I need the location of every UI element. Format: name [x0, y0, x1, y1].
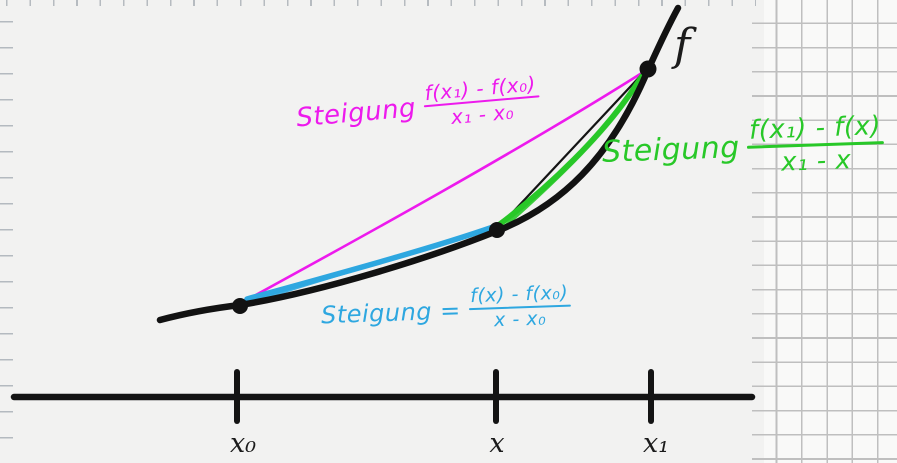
- curve-point-x1: [639, 60, 657, 78]
- numerator-cyan: f(x) - f(x₀): [469, 281, 569, 308]
- fraction-green: f(x₁) - f(x) x₁ - x: [747, 111, 885, 178]
- highlight-secant-x0-x-stroke2: [250, 227, 492, 304]
- slope-formula-x-x1: Steigung f(x₁) - f(x) x₁ - x: [601, 111, 885, 183]
- fraction-cyan: f(x) - f(x₀) x - x₀: [468, 281, 571, 333]
- denominator-green: x₁ - x: [780, 144, 852, 178]
- curve-point-x0: [232, 298, 248, 314]
- function-label: f: [674, 20, 691, 71]
- slope-formula-x0-x: Steigung = f(x) - f(x₀) x - x₀: [320, 281, 571, 338]
- slope-word-cyan: Steigung =: [320, 296, 462, 329]
- left-ruler-ticks: [0, 21, 13, 463]
- curve-point-x: [489, 222, 505, 238]
- secant-line-x0-x1: [241, 69, 647, 304]
- chord-x-x1: [497, 69, 647, 229]
- function-curve: [156, 4, 682, 324]
- axis-label-x1: x₁: [642, 428, 670, 459]
- slope-word-magenta: Steigung: [295, 92, 418, 134]
- highlight-secant-x-x1-stroke2: [501, 78, 642, 230]
- axis-label-x: x: [489, 428, 505, 459]
- graph-grid-vertical-lines: [752, 0, 897, 463]
- axis-label-x0: x₀: [229, 428, 257, 459]
- denominator-cyan: x - x₀: [493, 307, 547, 332]
- fraction-magenta: f(x₁) - f(x₀) x₁ - x₀: [423, 72, 540, 131]
- numerator-green: f(x₁) - f(x): [748, 111, 882, 146]
- slope-word-green: Steigung: [601, 130, 741, 171]
- top-ruler-ticks: [6, 0, 756, 6]
